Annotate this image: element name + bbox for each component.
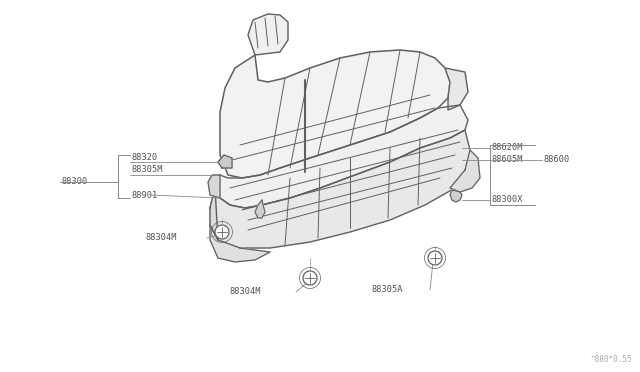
Text: 88320: 88320: [132, 154, 158, 163]
Text: 88620M: 88620M: [492, 144, 524, 153]
Polygon shape: [255, 200, 265, 218]
Polygon shape: [445, 68, 468, 110]
Circle shape: [215, 225, 229, 239]
Polygon shape: [248, 14, 288, 55]
Polygon shape: [210, 225, 270, 262]
Circle shape: [303, 271, 317, 285]
Text: 88300: 88300: [62, 177, 88, 186]
Polygon shape: [208, 175, 220, 198]
Polygon shape: [220, 50, 450, 178]
Text: 88901: 88901: [132, 190, 158, 199]
Text: 88605M: 88605M: [492, 155, 524, 164]
Text: 88305M: 88305M: [132, 166, 163, 174]
Text: ^880*0.55: ^880*0.55: [590, 355, 632, 364]
Polygon shape: [218, 155, 232, 168]
Text: 88304M: 88304M: [230, 288, 262, 296]
Circle shape: [428, 251, 442, 265]
Text: 88300X: 88300X: [492, 196, 524, 205]
Polygon shape: [215, 105, 468, 208]
Text: 88600: 88600: [544, 155, 570, 164]
Polygon shape: [210, 130, 470, 248]
Polygon shape: [210, 188, 218, 240]
Text: 88304M: 88304M: [145, 234, 177, 243]
Text: 88305A: 88305A: [372, 285, 403, 295]
Polygon shape: [450, 190, 462, 202]
Polygon shape: [450, 150, 480, 192]
